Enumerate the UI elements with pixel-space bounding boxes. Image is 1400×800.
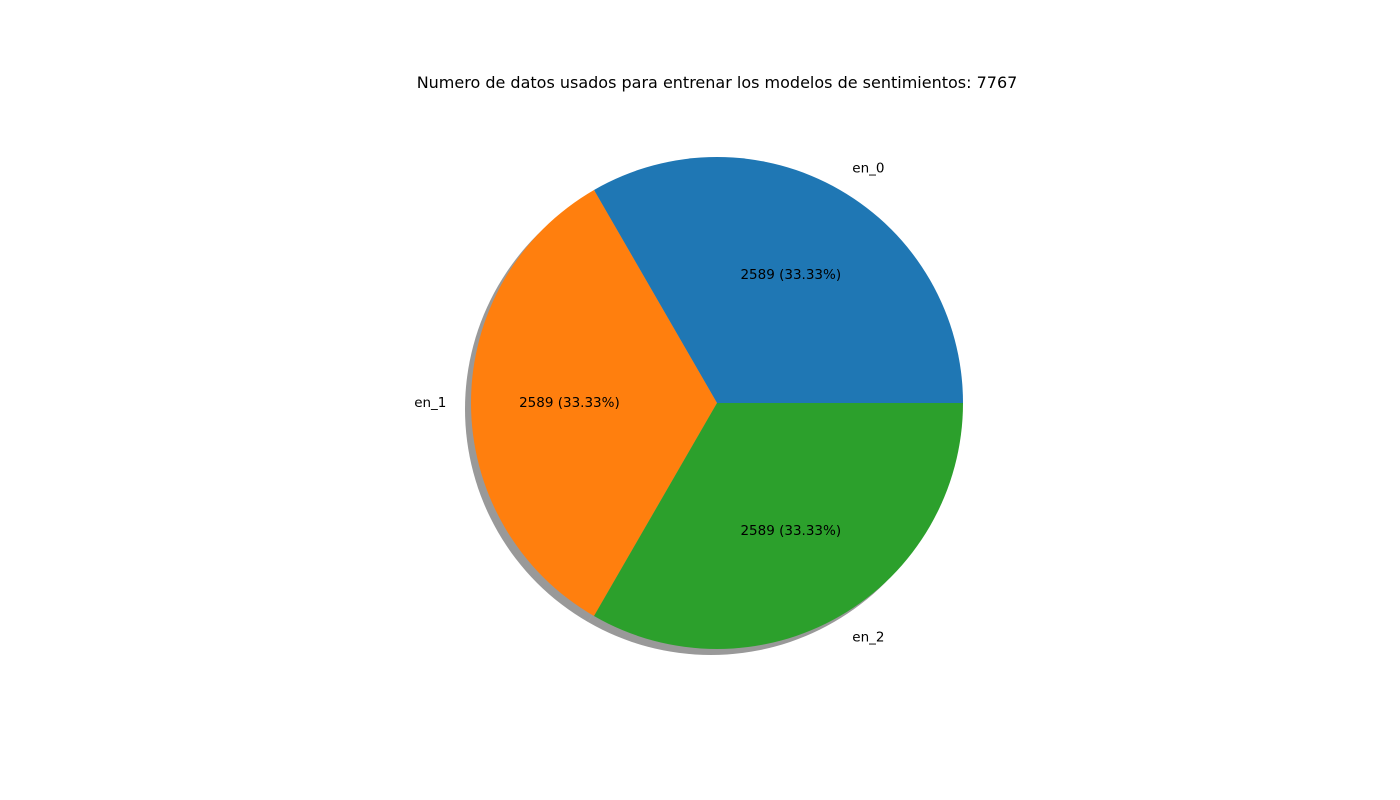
slice-label-en_2: en_2 xyxy=(852,629,884,645)
slice-label-en_1: en_1 xyxy=(414,395,446,411)
slice-value-label-en_2: 2589 (33.33%) xyxy=(740,523,841,539)
pie-slices xyxy=(471,157,963,649)
slice-label-en_0: en_0 xyxy=(852,161,884,177)
pie-labels: en_0 2589 (33.33%) en_1 2589 (33.33%) en_2 25… xyxy=(414,161,884,646)
pie-slice-en_0 xyxy=(594,157,963,403)
slice-value-label-en_0: 2589 (33.33%) xyxy=(740,267,841,283)
pie-slice-en_2 xyxy=(594,403,963,649)
slice-value-label-en_1: 2589 (33.33%) xyxy=(519,395,620,411)
chart-title: Numero de datos usados para entrenar los… xyxy=(417,73,1018,92)
